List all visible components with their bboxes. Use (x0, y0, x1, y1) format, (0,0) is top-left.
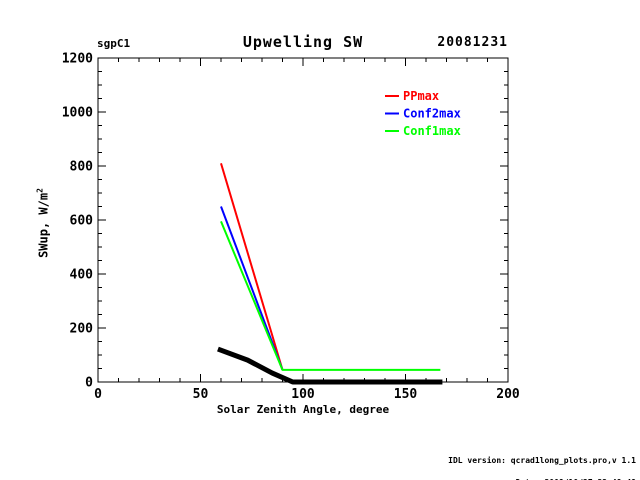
y-tick-label: 400 (70, 268, 94, 283)
x-tick-label: 0 (94, 387, 102, 402)
y-tick-label: 600 (70, 214, 94, 229)
y-axis-label-text: SWup, W/m (36, 192, 51, 258)
idl-version-text: IDL version: qcrad1long_plots.pro,v 1.1 (448, 455, 636, 465)
x-tick-label: 50 (193, 387, 209, 402)
footer-left-block: Wed Jan 7 02:06:44 2009 Battelle Pacific… (7, 443, 375, 480)
x-tick-label: 100 (291, 387, 315, 402)
x-axis-label: Solar Zenith Angle, degree (216, 403, 390, 416)
legend-entry-Conf1max: Conf1max (403, 124, 461, 138)
x-tick-label: 200 (496, 387, 520, 402)
site-label: sgpC1 (97, 37, 131, 50)
series-line-SWup-measured (217, 346, 443, 385)
y-axis-label: SWup, W/m2 (36, 188, 51, 258)
idl-date-text: Date: 2008/10/27 22:49:48 (386, 478, 636, 480)
legend-entry-Conf2max: Conf2max (403, 107, 461, 121)
y-tick-label: 0 (85, 376, 93, 391)
footer-right-block: IDL version: qcrad1long_plots.pro,v 1.1 … (386, 442, 636, 480)
date-label: 20081231 (437, 35, 508, 50)
legend-entry-PPmax: PPmax (403, 89, 439, 103)
series-line-PPmax (220, 163, 284, 371)
y-tick-label: 1200 (62, 52, 93, 67)
y-axis-label-superscript: 2 (35, 188, 45, 193)
page-title: Upwelling SW (242, 33, 364, 51)
series-line-Conf1max (220, 220, 441, 371)
y-tick-label: 800 (70, 160, 94, 175)
y-tick-label: 200 (70, 322, 94, 337)
y-tick-label: 1000 (62, 106, 93, 121)
x-tick-label: 150 (394, 387, 418, 402)
